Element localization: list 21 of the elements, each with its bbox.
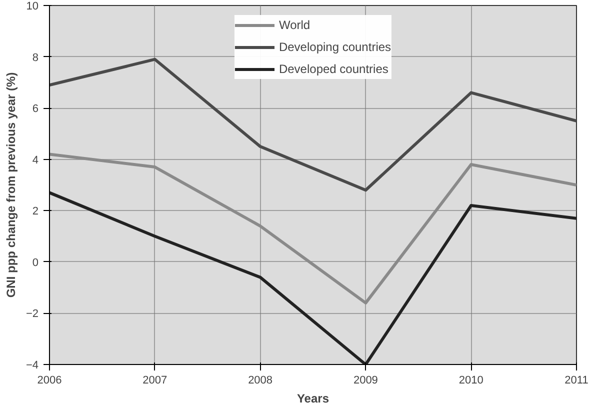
y-tick-label: 4 [32, 154, 39, 166]
x-tick-label: 2007 [142, 374, 168, 386]
y-tick-label: −2 [26, 308, 39, 320]
x-tick-label: 2006 [37, 374, 62, 386]
x-tick-label: 2008 [248, 374, 273, 386]
y-tick-label: 2 [32, 206, 39, 218]
x-tick-label: 2011 [564, 374, 588, 386]
y-tick-label: 8 [32, 52, 39, 64]
line-series [50, 58, 576, 192]
x-axis-title: Years [296, 392, 330, 406]
line-series [50, 152, 576, 304]
y-tick-label: 10 [26, 0, 39, 12]
y-axis-title: GNI ppp change from previous year (%) [4, 72, 18, 298]
y-tick-label: 6 [32, 103, 39, 116]
x-tick-label: 2009 [353, 374, 378, 386]
legend-label: World [278, 18, 310, 32]
legend-label: Developed countries [278, 62, 388, 76]
y-tick-label: 0 [32, 256, 39, 269]
y-tick-label: −4 [26, 360, 39, 372]
x-tick-label: 2010 [458, 374, 484, 386]
legend-label: Developing countries [278, 40, 392, 54]
